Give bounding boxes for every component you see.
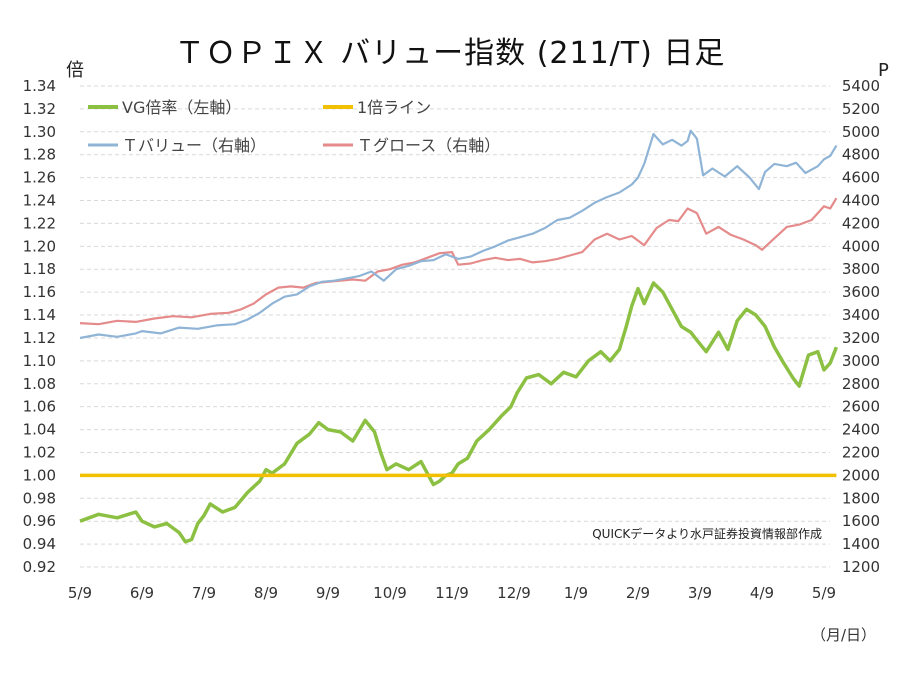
x-tick-label: 7/9 — [192, 584, 216, 602]
x-tick-label: 12/9 — [497, 584, 531, 602]
x-tick-label: 11/9 — [435, 584, 469, 602]
y-right-tick-label: 3600 — [842, 283, 880, 301]
y-right-tick-label: 3800 — [842, 260, 880, 278]
y-left-tick-label: 0.92 — [23, 558, 56, 576]
x-tick-label: 5/9 — [68, 584, 92, 602]
x-tick-label: 3/9 — [688, 584, 712, 602]
chart-title: ＴＯＰＩＸ バリュー指数 (211/T) 日足 — [174, 36, 726, 71]
y-left-tick-label: 1.26 — [23, 169, 56, 187]
y-left-tick-label: 1.00 — [23, 466, 56, 484]
series-line-2 — [79, 129, 838, 340]
x-axis-unit: （月/日） — [811, 626, 876, 644]
y-left-tick-label: 1.22 — [23, 214, 56, 232]
x-tick-label: 8/9 — [254, 584, 278, 602]
series-lines — [79, 129, 839, 544]
gridlines — [80, 85, 830, 568]
y-left-tick-label: 1.16 — [23, 283, 56, 301]
y-right-tick-label: 4200 — [842, 214, 880, 232]
x-tick-label: 6/9 — [130, 584, 154, 602]
y-left-tick-label: 1.04 — [23, 421, 56, 439]
y-right-tick-label: 3200 — [842, 329, 880, 347]
legend-label: VG倍率（左軸） — [122, 98, 241, 117]
y-left-unit: 倍 — [66, 60, 84, 81]
legend-label: 1倍ライン — [357, 98, 431, 117]
y-right-tick-label: 3400 — [842, 306, 880, 324]
y-left-tick-label: 1.28 — [23, 146, 56, 164]
y-left-tick-label: 1.30 — [23, 123, 56, 141]
y-right-tick-label: 1800 — [842, 489, 880, 507]
series-line-3 — [79, 197, 838, 326]
source-note: QUICKデータより水戸証券投資情報部作成 — [592, 526, 822, 541]
y-left-tick-label: 1.24 — [23, 192, 56, 210]
y-left-tick-label: 0.94 — [23, 535, 56, 553]
x-tick-label: 9/9 — [316, 584, 340, 602]
y-left-tick-label: 1.20 — [23, 237, 56, 255]
y-right-tick-label: 4600 — [842, 169, 880, 187]
x-tick-label: 2/9 — [626, 584, 650, 602]
x-tick-label: 1/9 — [564, 584, 588, 602]
y-left-tick-label: 1.10 — [23, 352, 56, 370]
y-right-tick-label: 2400 — [842, 421, 880, 439]
y-left-tick-label: 0.96 — [23, 512, 56, 530]
y-right-tick-label: 2200 — [842, 443, 880, 461]
x-ticks: 5/9 6/9 7/9 8/9 9/9 10/9 11/9 12/9 1/9 2/9 3/9 4/9 5… — [68, 584, 836, 602]
y-left-tick-label: 1.12 — [23, 329, 56, 347]
y-left-tick-label: 1.02 — [23, 443, 56, 461]
y-left-tick-label: 1.18 — [23, 260, 56, 278]
x-tick-label: 5/9 — [812, 584, 836, 602]
y-left-ticks: 0.92 0.94 0.96 0.98 1.00 1.02 1.04 1.06 1.08 1.10… — [23, 77, 56, 576]
y-left-tick-label: 0.98 — [23, 489, 56, 507]
y-right-ticks: 1200 1400 1600 1800 2000 2200 2400 2600 2800 3000… — [842, 77, 880, 576]
legend-label: Ｔグロース（右軸） — [357, 136, 500, 155]
x-tick-label: 10/9 — [373, 584, 407, 602]
y-right-tick-label: 4400 — [842, 192, 880, 210]
series-line-0 — [79, 281, 839, 544]
y-right-tick-label: 5000 — [842, 123, 880, 141]
y-right-tick-label: 1200 — [842, 558, 880, 576]
y-left-tick-label: 1.32 — [23, 100, 56, 118]
y-left-tick-label: 1.06 — [23, 398, 56, 416]
y-right-tick-label: 5200 — [842, 100, 880, 118]
y-left-tick-label: 1.08 — [23, 375, 56, 393]
legend-label: Ｔバリュー（右軸） — [122, 136, 266, 155]
y-left-tick-label: 1.14 — [23, 306, 56, 324]
x-tick-label: 4/9 — [750, 584, 774, 602]
y-right-tick-label: 4000 — [842, 237, 880, 255]
y-right-tick-label: 2000 — [842, 466, 880, 484]
y-right-tick-label: 1400 — [842, 535, 880, 553]
y-left-tick-label: 1.34 — [23, 77, 56, 95]
y-right-tick-label: 4800 — [842, 146, 880, 164]
y-right-unit: P — [878, 60, 889, 81]
y-right-tick-label: 2600 — [842, 398, 880, 416]
y-right-tick-label: 2800 — [842, 375, 880, 393]
legend: VG倍率（左軸） 1倍ライン Ｔバリュー（右軸） Ｔグロース（右軸） — [88, 98, 500, 155]
y-right-tick-label: 1600 — [842, 512, 880, 530]
y-right-tick-label: 3000 — [842, 352, 880, 370]
y-right-tick-label: 5400 — [842, 77, 880, 95]
